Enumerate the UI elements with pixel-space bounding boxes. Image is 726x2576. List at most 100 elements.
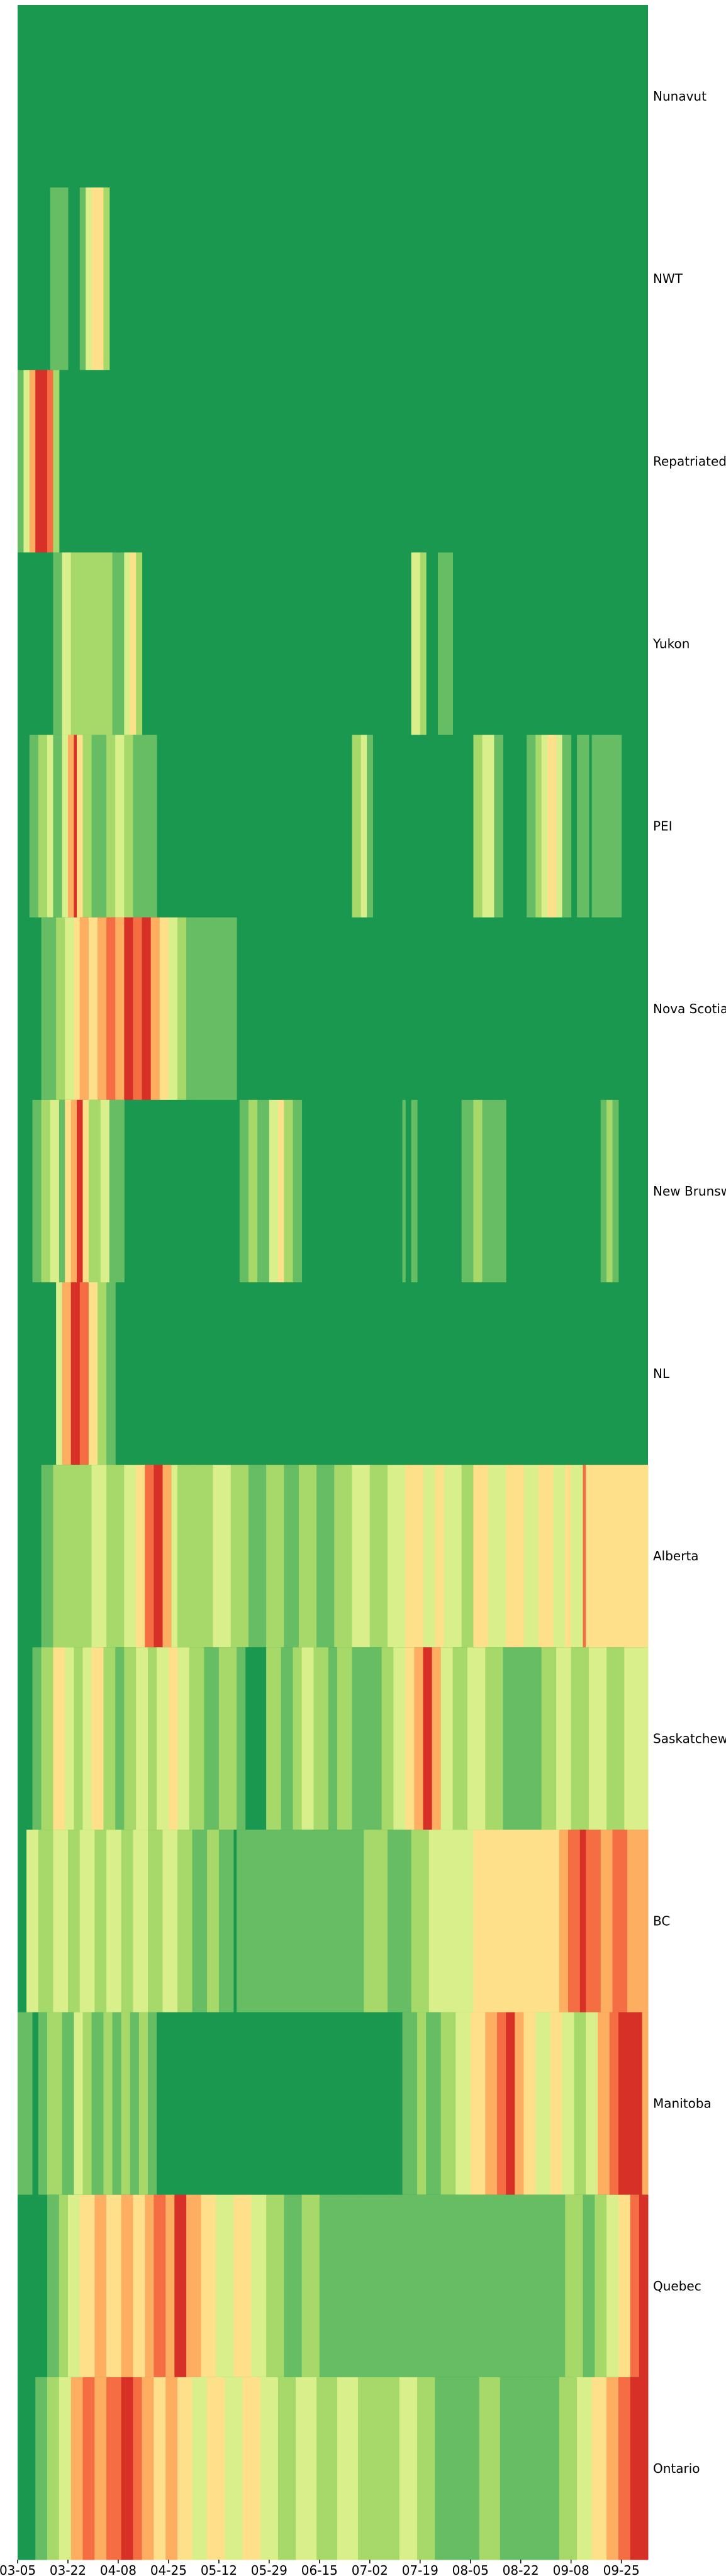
- heatmap-cell: [269, 1099, 279, 1283]
- heatmap-cell: [402, 1099, 406, 1283]
- heatmap-cell: [124, 1647, 137, 1830]
- heatmap-cell: [612, 735, 622, 918]
- heatmap-row-background: [18, 187, 648, 370]
- x-tick-label: 04-08: [100, 2563, 137, 2576]
- heatmap-cell: [428, 1829, 447, 2013]
- heatmap-cell: [600, 1099, 607, 1283]
- heatmap-cell: [136, 552, 143, 736]
- heatmap-cell: [405, 1465, 423, 1648]
- heatmap-cell: [41, 1465, 53, 1648]
- heatmap-cell: [266, 1647, 282, 1830]
- x-axis: 03-05 03-22 04-08 04-25 05-12 05-29 06-15 07-02…: [0, 2560, 640, 2576]
- heatmap-cell: [50, 1099, 60, 1283]
- heatmap-cell: [162, 1829, 178, 2013]
- row-label: Repatriated: [653, 453, 726, 469]
- heatmap-cell: [559, 1829, 569, 2013]
- heatmap-cell: [473, 1465, 489, 1648]
- heatmap-cell: [417, 2012, 427, 2196]
- heatmap-cell: [230, 1465, 249, 1648]
- row-label: New Brunswick: [653, 1184, 726, 1199]
- heatmap-cell: [168, 1647, 178, 1830]
- heatmap-cell: [79, 1829, 95, 2013]
- heatmap-cell: [547, 2194, 566, 2378]
- heatmap-cell: [130, 2012, 140, 2196]
- heatmap-cell: [567, 1829, 581, 2013]
- heatmap-cell: [618, 1465, 649, 1648]
- heatmap-cell: [171, 1465, 178, 1648]
- heatmap-cell: [583, 1465, 586, 1648]
- x-tick-label: 08-22: [503, 2563, 539, 2576]
- heatmap-cell: [618, 2194, 631, 2378]
- heatmap-cell: [293, 1099, 303, 1283]
- heatmap-cell: [59, 2194, 69, 2378]
- heatmap-cell: [91, 1647, 104, 1830]
- heatmap-cell: [432, 1647, 442, 1830]
- heatmap-cell: [399, 2377, 418, 2560]
- heatmap-cell: [316, 2377, 338, 2560]
- heatmap-cell: [237, 1829, 270, 2013]
- heatmap-cell: [47, 2377, 60, 2560]
- heatmap-cell: [293, 1647, 303, 1830]
- heatmap-cell: [600, 1829, 613, 2013]
- heatmap-cell: [467, 1647, 486, 1830]
- heatmap-cell: [455, 2377, 480, 2560]
- heatmap-cell: [47, 2012, 63, 2196]
- heatmap-cell: [503, 1829, 527, 2013]
- heatmap-cell: [609, 2012, 619, 2196]
- heatmap-cell: [420, 552, 427, 736]
- heatmap-cell: [124, 735, 133, 918]
- heatmap-cell: [53, 1465, 69, 1648]
- heatmap-cell: [357, 2377, 379, 2560]
- heatmap-cell: [142, 735, 157, 918]
- row-label: Alberta: [653, 1548, 699, 1563]
- heatmap-cell: [367, 735, 374, 918]
- row-label: Yukon: [652, 636, 690, 652]
- heatmap-cell: [367, 1647, 383, 1830]
- heatmap-cell: [65, 1647, 74, 1830]
- heatmap-cell: [591, 2377, 607, 2560]
- heatmap-cell: [245, 1647, 267, 1830]
- x-tick-label: 05-12: [201, 2563, 237, 2576]
- heatmap-cell: [600, 1465, 619, 1648]
- heatmap-cell: [233, 2194, 252, 2378]
- row-label: NL: [653, 1366, 670, 1381]
- heatmap-cell: [414, 1647, 423, 1830]
- heatmap-cell: [503, 1647, 524, 1830]
- heatmap-cell: [35, 370, 48, 553]
- heatmap-cell: [165, 2194, 175, 2378]
- heatmap-cell: [106, 917, 116, 1101]
- heatmap-cell: [571, 1465, 584, 1648]
- heatmap-cell: [583, 2194, 595, 2378]
- heatmap-cell: [38, 1829, 53, 2013]
- heatmap-cell: [82, 1099, 89, 1283]
- heatmap-cell: [88, 917, 98, 1101]
- heatmap-cell: [352, 1465, 371, 1648]
- heatmap-cell: [70, 1099, 77, 1283]
- heatmap-cell: [515, 2012, 524, 2196]
- heatmap-cell: [473, 735, 483, 918]
- heatmap-cell: [428, 2194, 454, 2378]
- heatmap-cell: [70, 552, 86, 736]
- heatmap-cell: [600, 735, 613, 918]
- heatmap-cell: [177, 1465, 193, 1648]
- heatmap-cell: [56, 917, 65, 1101]
- row-label: Nova Scotia: [653, 1001, 726, 1016]
- heatmap-cell: [284, 2194, 303, 2378]
- heatmap-cell: [192, 1829, 208, 2013]
- heatmap-cell: [316, 1465, 335, 1648]
- heatmap-cell: [65, 917, 74, 1101]
- x-tick-label: 03-05: [0, 2563, 36, 2576]
- heatmap-cell: [65, 1099, 72, 1283]
- heatmap-cell: [56, 1282, 63, 1465]
- heatmap-row-background: [18, 370, 648, 553]
- heatmap-cell: [177, 917, 187, 1101]
- heatmap-cell: [88, 1282, 98, 1465]
- heatmap-cell: [218, 1829, 234, 2013]
- heatmap-cell: [541, 1647, 557, 1830]
- heatmap-cell: [591, 735, 601, 918]
- heatmap-cell: [411, 1099, 418, 1283]
- heatmap-cell: [159, 917, 169, 1101]
- heatmap-cell: [352, 735, 362, 918]
- heatmap-cell: [67, 735, 74, 918]
- heatmap-cell: [378, 2377, 400, 2560]
